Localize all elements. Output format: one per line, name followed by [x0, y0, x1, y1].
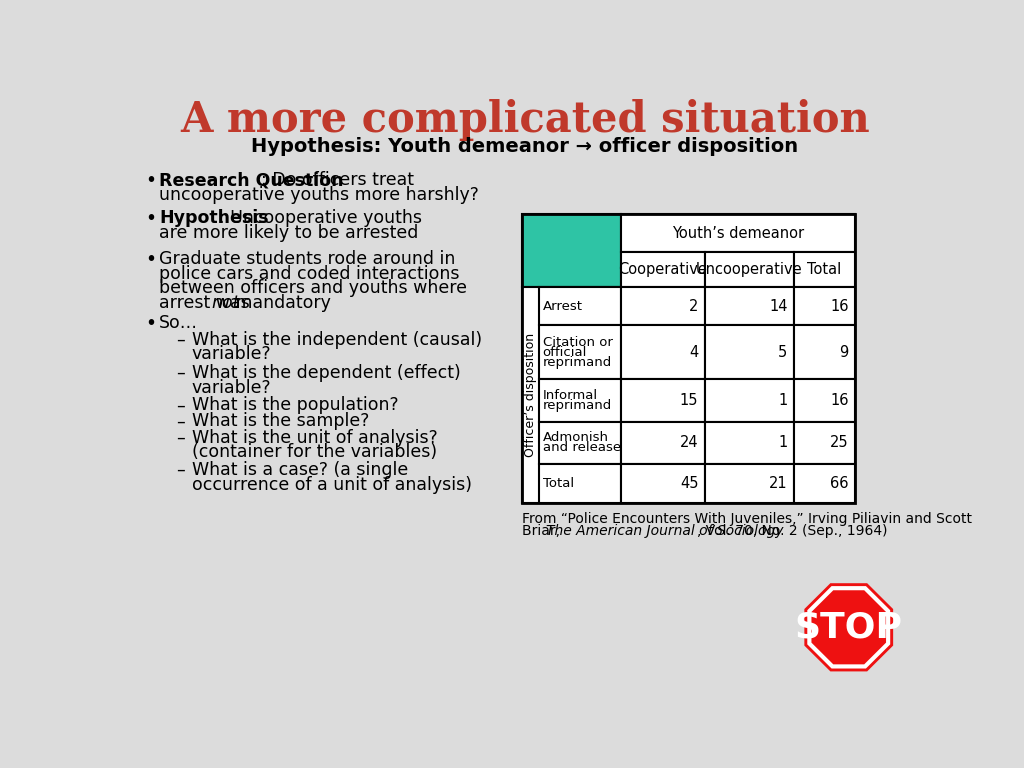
Bar: [621, 253, 705, 287]
Bar: [539, 379, 621, 422]
Text: are more likely to be arrested: are more likely to be arrested: [159, 223, 419, 242]
Text: –: –: [176, 461, 184, 479]
Bar: [621, 214, 855, 253]
Text: •: •: [145, 250, 157, 269]
Text: 5: 5: [778, 345, 787, 360]
Bar: [705, 326, 794, 379]
Text: –: –: [176, 396, 184, 414]
Text: between officers and youths where: between officers and youths where: [159, 280, 467, 297]
Text: Hypothesis: Youth demeanor → officer disposition: Hypothesis: Youth demeanor → officer dis…: [251, 137, 799, 156]
Bar: [621, 379, 705, 422]
Text: Cooperative: Cooperative: [618, 262, 708, 277]
Text: What is the independent (causal): What is the independent (causal): [191, 331, 481, 349]
Text: A more complicated situation: A more complicated situation: [180, 99, 869, 141]
Text: 21: 21: [769, 476, 787, 491]
Bar: [794, 253, 855, 287]
Bar: [705, 287, 794, 326]
Text: What is the unit of analysis?: What is the unit of analysis?: [191, 429, 437, 447]
Bar: [621, 464, 705, 502]
Bar: [705, 253, 794, 287]
Text: 1: 1: [778, 393, 787, 408]
Text: and release: and release: [543, 442, 621, 455]
Text: –: –: [176, 412, 184, 431]
Text: From “Police Encounters With Juveniles,” Irving Piliavin and Scott: From “Police Encounters With Juveniles,”…: [521, 511, 972, 526]
Bar: [521, 287, 621, 502]
Text: mandatory: mandatory: [229, 294, 331, 312]
Text: 66: 66: [830, 476, 849, 491]
Text: occurrence of a unit of analysis): occurrence of a unit of analysis): [191, 475, 471, 494]
Text: variable?: variable?: [191, 346, 271, 363]
Bar: [621, 287, 705, 326]
Text: Total: Total: [807, 262, 842, 277]
Bar: [539, 326, 621, 379]
Text: What is the dependent (effect): What is the dependent (effect): [191, 364, 461, 382]
Text: •: •: [145, 171, 157, 190]
Text: , Vol. 70, No. 2 (Sep., 1964): , Vol. 70, No. 2 (Sep., 1964): [697, 524, 888, 538]
Text: What is the sample?: What is the sample?: [191, 412, 369, 431]
Bar: [794, 464, 855, 502]
Text: uncooperative youths more harshly?: uncooperative youths more harshly?: [159, 186, 479, 204]
Bar: [794, 422, 855, 464]
Bar: [521, 214, 621, 287]
Text: 4: 4: [689, 345, 698, 360]
Text: reprimand: reprimand: [543, 356, 612, 369]
Text: Arrest: Arrest: [543, 300, 583, 313]
Bar: [794, 287, 855, 326]
Text: Youth’s demeanor: Youth’s demeanor: [672, 226, 804, 240]
Text: What is a case? (a single: What is a case? (a single: [191, 461, 408, 479]
Text: •: •: [145, 209, 157, 228]
Text: STOP: STOP: [795, 611, 903, 644]
Text: 16: 16: [830, 393, 849, 408]
Text: What is the population?: What is the population?: [191, 396, 398, 414]
Bar: [705, 379, 794, 422]
Text: official: official: [543, 346, 587, 359]
Bar: [621, 422, 705, 464]
Text: Uncooperative: Uncooperative: [696, 262, 803, 277]
Text: Briar,: Briar,: [521, 524, 564, 538]
Text: The American Journal of Sociology: The American Journal of Sociology: [546, 524, 783, 538]
Text: reprimand: reprimand: [543, 399, 612, 412]
Text: –: –: [176, 429, 184, 447]
Text: Informal: Informal: [543, 389, 598, 402]
Text: 45: 45: [680, 476, 698, 491]
Bar: [539, 422, 621, 464]
Text: 24: 24: [680, 435, 698, 450]
Text: : Do officers treat: : Do officers treat: [261, 171, 414, 190]
Bar: [705, 422, 794, 464]
Text: 16: 16: [830, 299, 849, 313]
Polygon shape: [805, 583, 893, 671]
Text: Officer’s disposition: Officer’s disposition: [523, 333, 537, 457]
Text: 2: 2: [689, 299, 698, 313]
Text: So…: So…: [159, 314, 198, 332]
Text: Citation or: Citation or: [543, 336, 612, 349]
Text: 9: 9: [840, 345, 849, 360]
Bar: [705, 464, 794, 502]
Text: 15: 15: [680, 393, 698, 408]
Text: Total: Total: [543, 477, 573, 490]
Text: 1: 1: [778, 435, 787, 450]
Bar: [794, 379, 855, 422]
Bar: [521, 214, 855, 502]
Text: (container for the variables): (container for the variables): [191, 443, 436, 462]
Bar: [539, 464, 621, 502]
Text: Graduate students rode around in: Graduate students rode around in: [159, 250, 456, 268]
Bar: [539, 287, 621, 326]
Text: –: –: [176, 331, 184, 349]
Text: police cars and coded interactions: police cars and coded interactions: [159, 265, 460, 283]
Text: Admonish: Admonish: [543, 432, 608, 445]
Text: arrest was: arrest was: [159, 294, 255, 312]
Bar: [621, 326, 705, 379]
Text: 14: 14: [769, 299, 787, 313]
Text: 25: 25: [830, 435, 849, 450]
Bar: [794, 326, 855, 379]
Text: Hypothesis: Hypothesis: [159, 209, 268, 227]
Text: •: •: [145, 314, 157, 333]
Text: : Uncooperative youths: : Uncooperative youths: [219, 209, 422, 227]
Text: variable?: variable?: [191, 379, 271, 396]
Text: Research Question: Research Question: [159, 171, 343, 190]
Text: –: –: [176, 364, 184, 382]
Text: not: not: [212, 294, 241, 312]
